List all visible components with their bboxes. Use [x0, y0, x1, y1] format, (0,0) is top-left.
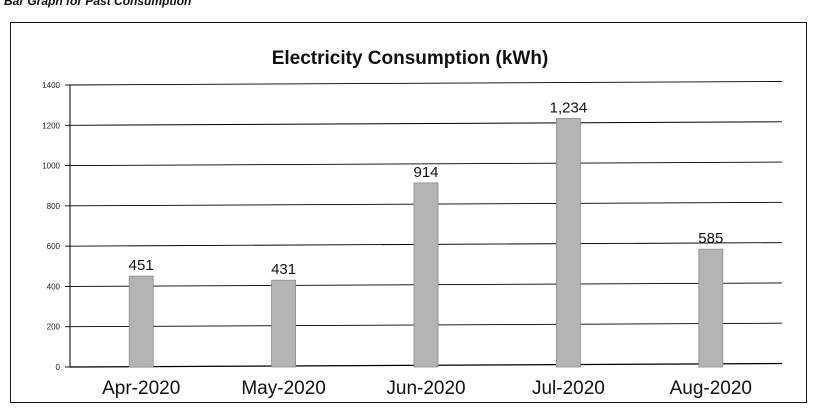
y-axis: 0 200 400 600 800 1000 1200 1400 [42, 81, 71, 372]
bar [413, 182, 439, 368]
data-label: 585 [698, 230, 723, 247]
chart-title: Electricity Consumption (kWh) [272, 48, 549, 69]
x-tick-label: Jun-2020 [386, 378, 465, 399]
figure-caption: Bar Graph for Past Consumption [4, 0, 192, 8]
y-tick-label: 800 [47, 202, 61, 211]
y-tick-label: 1400 [42, 81, 60, 90]
gridline [69, 161, 783, 167]
x-tick-label: May-2020 [241, 378, 326, 399]
bar [128, 275, 154, 368]
data-label: 1,234 [550, 99, 588, 116]
data-label: 431 [271, 261, 296, 278]
data-label: 914 [413, 164, 438, 181]
bar [271, 279, 297, 368]
y-tick-label: 1000 [42, 162, 60, 171]
y-tick-label: 0 [56, 363, 61, 372]
gridline [69, 121, 783, 126]
bar [698, 248, 724, 368]
x-axis: Apr-2020 May-2020 Jun-2020 Jul-2020 Aug-2020 [102, 378, 752, 399]
bars [128, 118, 724, 368]
y-tick-label: 600 [47, 242, 61, 251]
y-tick-label: 200 [47, 323, 61, 332]
y-tick-label: 400 [47, 282, 61, 291]
data-labels: 451 431 914 1,234 585 [129, 99, 724, 278]
x-tick-label: Apr-2020 [102, 378, 180, 399]
x-tick-label: Aug-2020 [670, 378, 752, 399]
data-label: 451 [129, 257, 154, 274]
y-tick-label: 1200 [42, 121, 60, 130]
x-tick-label: Jul-2020 [532, 378, 605, 399]
gridline [69, 81, 783, 86]
bar [556, 118, 581, 368]
